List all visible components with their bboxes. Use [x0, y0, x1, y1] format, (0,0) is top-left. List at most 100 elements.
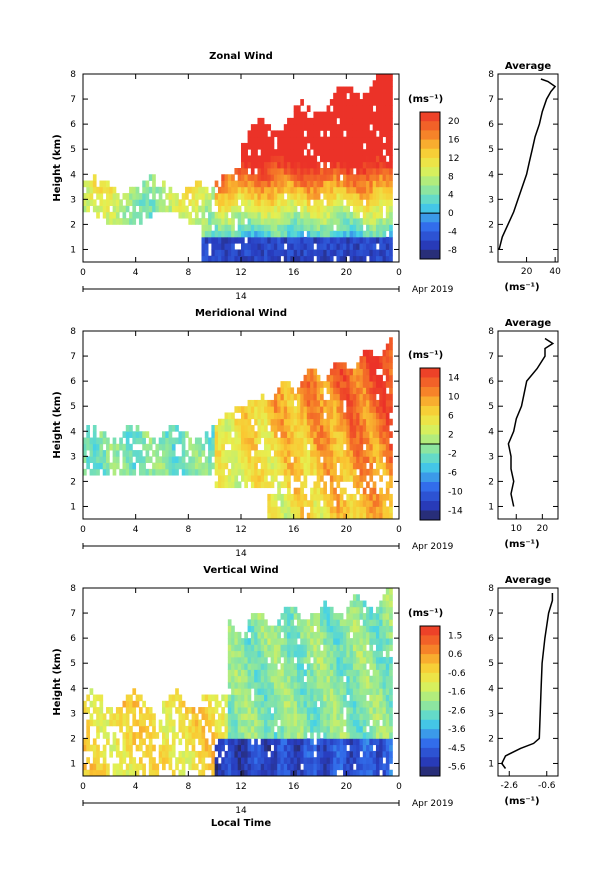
heatmap-cell [92, 694, 97, 702]
heatmap-cell [194, 468, 199, 476]
heatmap-cell [320, 669, 324, 677]
heatmap-cell [349, 493, 354, 501]
heatmap-cell [333, 136, 337, 144]
heatmap-cell [99, 186, 104, 194]
heatmap-cell [250, 732, 255, 739]
heatmap-cell [375, 631, 380, 639]
heatmap-cell [234, 236, 239, 244]
heatmap-cell [379, 211, 383, 219]
heatmap-cell [244, 669, 248, 677]
heatmap-cell [293, 174, 298, 181]
heatmap-cell [316, 236, 321, 244]
heatmap-cell [135, 450, 140, 457]
heatmap-cell [316, 406, 321, 413]
heatmap-cell [135, 456, 140, 463]
heatmap-cell [343, 243, 347, 250]
heatmap-cell [283, 136, 288, 144]
heatmap-cell [231, 713, 235, 720]
heatmap-cell [320, 663, 324, 670]
heatmap-cell [257, 224, 262, 232]
heatmap-cell [336, 425, 341, 432]
heatmap-cell [231, 738, 235, 746]
heatmap-cell [300, 149, 304, 156]
heatmap-cell [254, 663, 258, 670]
heatmap-cell [385, 732, 390, 739]
heatmap-cell [224, 249, 229, 257]
heatmap-cell [237, 644, 242, 652]
heatmap-cell [372, 631, 377, 639]
heatmap-cell [310, 493, 314, 501]
heatmap-cell [375, 142, 380, 150]
heatmap-cell [277, 193, 281, 200]
heatmap-cell [362, 136, 367, 144]
heatmap-cell [148, 199, 153, 206]
heatmap-cell [362, 399, 367, 407]
heatmap-cell [257, 418, 262, 426]
heatmap-cell [257, 719, 262, 727]
heatmap-cell [300, 111, 304, 119]
heatmap-cell [333, 418, 337, 426]
heatmap-cell [244, 644, 248, 652]
heatmap-cell [267, 769, 272, 777]
heatmap-cell [264, 619, 268, 626]
heatmap-cell [234, 663, 239, 670]
heatmap-cell [293, 725, 298, 733]
heatmap-cell [323, 211, 327, 219]
heatmap-cell [369, 362, 374, 369]
heatmap-cell [109, 707, 114, 714]
heatmap-cell [277, 393, 281, 401]
heatmap-cell [313, 694, 318, 702]
heatmap-cell [89, 443, 94, 451]
heatmap-cell [313, 249, 318, 257]
heatmap-cell [372, 174, 377, 181]
heatmap-cell [362, 613, 367, 620]
heatmap-cell [293, 111, 298, 119]
heatmap-cell [369, 437, 374, 445]
heatmap-cell [339, 155, 344, 163]
heatmap-cell [257, 412, 262, 420]
heatmap-cell [346, 117, 351, 125]
heatmap-cell [375, 425, 380, 432]
heatmap-cell [336, 619, 341, 626]
heatmap-cell [125, 694, 130, 702]
heatmap-cell [293, 136, 298, 144]
heatmap-cell [221, 224, 225, 232]
heatmap-cell [372, 168, 377, 175]
heatmap-cell [264, 418, 268, 426]
heatmap-cell [379, 425, 383, 432]
heatmap-cell [241, 763, 245, 771]
heatmap-cell [323, 682, 327, 689]
heatmap-cell [366, 669, 370, 677]
heatmap-cell [306, 406, 311, 413]
heatmap-cell [356, 211, 360, 219]
heatmap-cell [273, 174, 278, 181]
heatmap-cell [346, 105, 351, 112]
heatmap-cell [283, 656, 288, 664]
heatmap-cell [231, 412, 235, 420]
heatmap-cell [375, 638, 380, 645]
heatmap-cell [320, 443, 324, 451]
heatmap-cell [336, 500, 341, 507]
heatmap-cell [375, 168, 380, 175]
heatmap-cell [293, 631, 298, 639]
heatmap-cell [359, 638, 364, 645]
heatmap-cell [142, 180, 146, 188]
heatmap-cell [343, 205, 347, 213]
heatmap-cell [385, 412, 390, 420]
heatmap-cell [362, 92, 367, 100]
heatmap-cell [310, 512, 314, 520]
heatmap-cell [270, 243, 275, 250]
heatmap-cell [204, 186, 209, 194]
heatmap-cell [359, 656, 364, 664]
heatmap-cell [254, 656, 258, 664]
heatmap-cell [339, 425, 344, 432]
heatmap-cell [349, 763, 354, 771]
heatmap-cell [260, 462, 265, 470]
heatmap-cell [191, 199, 196, 206]
heatmap-cell [346, 619, 351, 626]
heatmap-cell [293, 744, 298, 752]
heatmap-cell [316, 142, 321, 150]
heatmap-cell [313, 725, 318, 733]
heatmap-cell [290, 186, 295, 194]
heatmap-cell [362, 211, 367, 219]
